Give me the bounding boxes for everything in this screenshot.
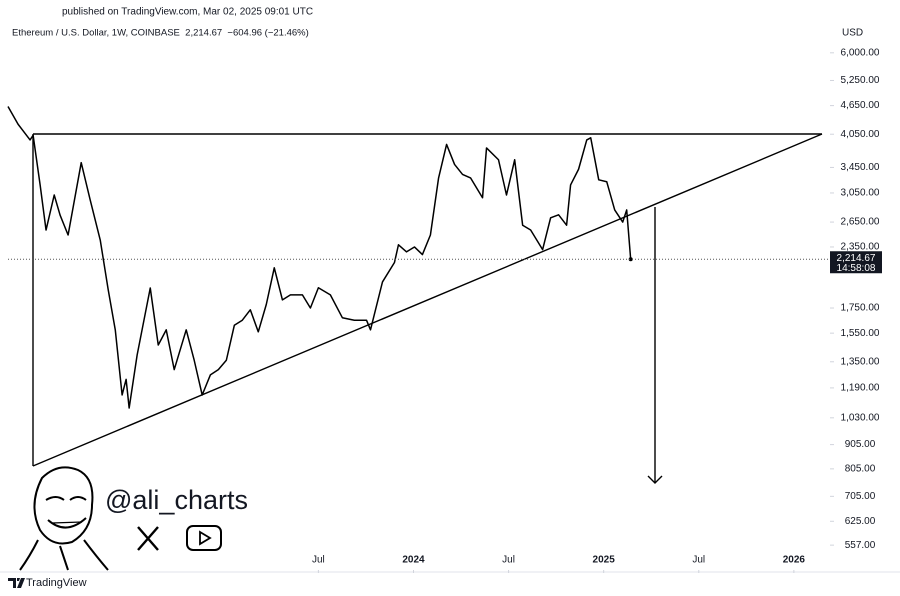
avatar — [19, 466, 109, 571]
y-tick-label: 4,650.00 — [841, 100, 880, 111]
published-note: published on TradingView.com, Mar 02, 20… — [62, 7, 313, 18]
arrow-head — [647, 475, 663, 484]
price-line — [7, 106, 632, 409]
x-icon — [137, 526, 159, 551]
y-tick-label: 805.00 — [845, 464, 876, 475]
last-price-box — [830, 251, 882, 274]
y-tick-label: 705.00 — [845, 491, 876, 502]
y-tick-label: 6,000.00 — [841, 47, 880, 58]
y-tick-label: 4,050.00 — [841, 129, 880, 140]
y-tick-label: 3,050.00 — [841, 188, 880, 199]
last-price-label: 2,214.67 — [837, 253, 876, 264]
watermark: @ali_charts — [105, 485, 248, 515]
annotation — [32, 133, 823, 484]
x-tick-label: Jul — [502, 555, 515, 566]
x-tick-label: Jul — [312, 555, 325, 566]
y-tick-label: 557.00 — [845, 540, 876, 551]
x-tick-label: 2024 — [402, 555, 425, 566]
y-tick-label: 1,030.00 — [841, 412, 880, 423]
chart-title: Ethereum / U.S. Dollar, 1W, COINBASE 2,2… — [12, 28, 309, 39]
y-tick-label: 905.00 — [845, 439, 876, 450]
y-tick-label: 5,250.00 — [841, 75, 880, 86]
last-point — [628, 257, 633, 262]
y-tick-label: 2,350.00 — [841, 242, 880, 253]
y-tick-label: 1,550.00 — [841, 328, 880, 339]
y-tick-label: 1,750.00 — [841, 303, 880, 314]
brand: TradingView — [26, 577, 87, 589]
support-line — [32, 133, 823, 467]
y-tick-label: 1,350.00 — [841, 356, 880, 367]
y-tick-label: 1,190.00 — [841, 383, 880, 394]
y-tick-label: 2,650.00 — [841, 217, 880, 228]
brand-logo — [8, 578, 25, 588]
y-tick-label: 625.00 — [845, 516, 876, 527]
youtube-icon — [186, 525, 222, 551]
currency: USD — [842, 28, 863, 39]
x-tick-label: 2025 — [593, 555, 616, 566]
y-tick-label: 3,450.00 — [841, 162, 880, 173]
x-tick-label: 2026 — [783, 555, 806, 566]
x-tick-label: Jul — [692, 555, 705, 566]
countdown: 14:58:08 — [837, 263, 876, 274]
